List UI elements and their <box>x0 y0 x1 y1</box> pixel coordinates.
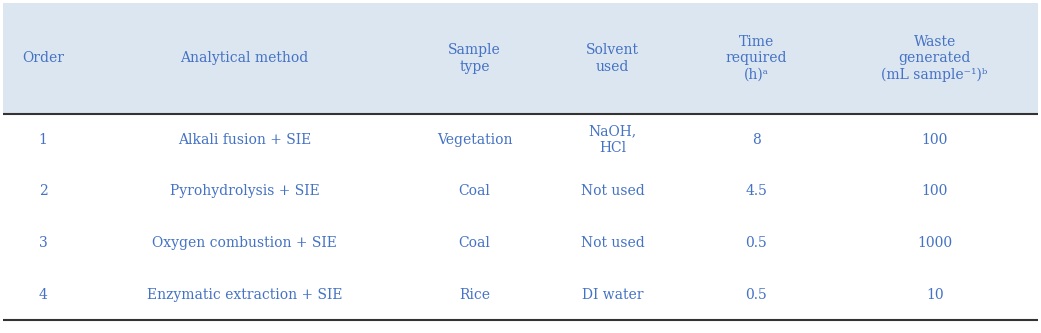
Text: 100: 100 <box>921 133 948 147</box>
Text: 100: 100 <box>921 184 948 198</box>
Text: Vegetation: Vegetation <box>437 133 512 147</box>
Bar <box>3 114 1038 330</box>
Text: 10: 10 <box>925 288 943 302</box>
Text: Rice: Rice <box>459 288 490 302</box>
Bar <box>3 3 1038 114</box>
Text: Coal: Coal <box>458 236 490 250</box>
Text: Sample
type: Sample type <box>448 43 501 74</box>
Text: Analytical method: Analytical method <box>180 51 308 66</box>
Text: Enzymatic extraction + SIE: Enzymatic extraction + SIE <box>147 288 342 302</box>
Text: DI water: DI water <box>582 288 643 302</box>
Text: Time
required
(h)ᵃ: Time required (h)ᵃ <box>726 35 787 82</box>
Text: 2: 2 <box>39 184 48 198</box>
Text: 3: 3 <box>39 236 48 250</box>
Text: 4.5: 4.5 <box>745 184 767 198</box>
Text: 1000: 1000 <box>917 236 953 250</box>
Text: 8: 8 <box>752 133 761 147</box>
Text: Solvent
used: Solvent used <box>586 43 639 74</box>
Text: Not used: Not used <box>581 236 644 250</box>
Text: Oxygen combustion + SIE: Oxygen combustion + SIE <box>152 236 337 250</box>
Text: 0.5: 0.5 <box>745 288 767 302</box>
Text: Pyrohydrolysis + SIE: Pyrohydrolysis + SIE <box>170 184 320 198</box>
Text: Waste
generated
(mL sample⁻¹)ᵇ: Waste generated (mL sample⁻¹)ᵇ <box>882 35 988 82</box>
Text: 1: 1 <box>39 133 48 147</box>
Text: Not used: Not used <box>581 184 644 198</box>
Text: 0.5: 0.5 <box>745 236 767 250</box>
Text: Coal: Coal <box>458 184 490 198</box>
Text: NaOH,
HCl: NaOH, HCl <box>588 125 637 155</box>
Text: Alkali fusion + SIE: Alkali fusion + SIE <box>178 133 311 147</box>
Text: 4: 4 <box>39 288 48 302</box>
Text: Order: Order <box>22 51 65 66</box>
